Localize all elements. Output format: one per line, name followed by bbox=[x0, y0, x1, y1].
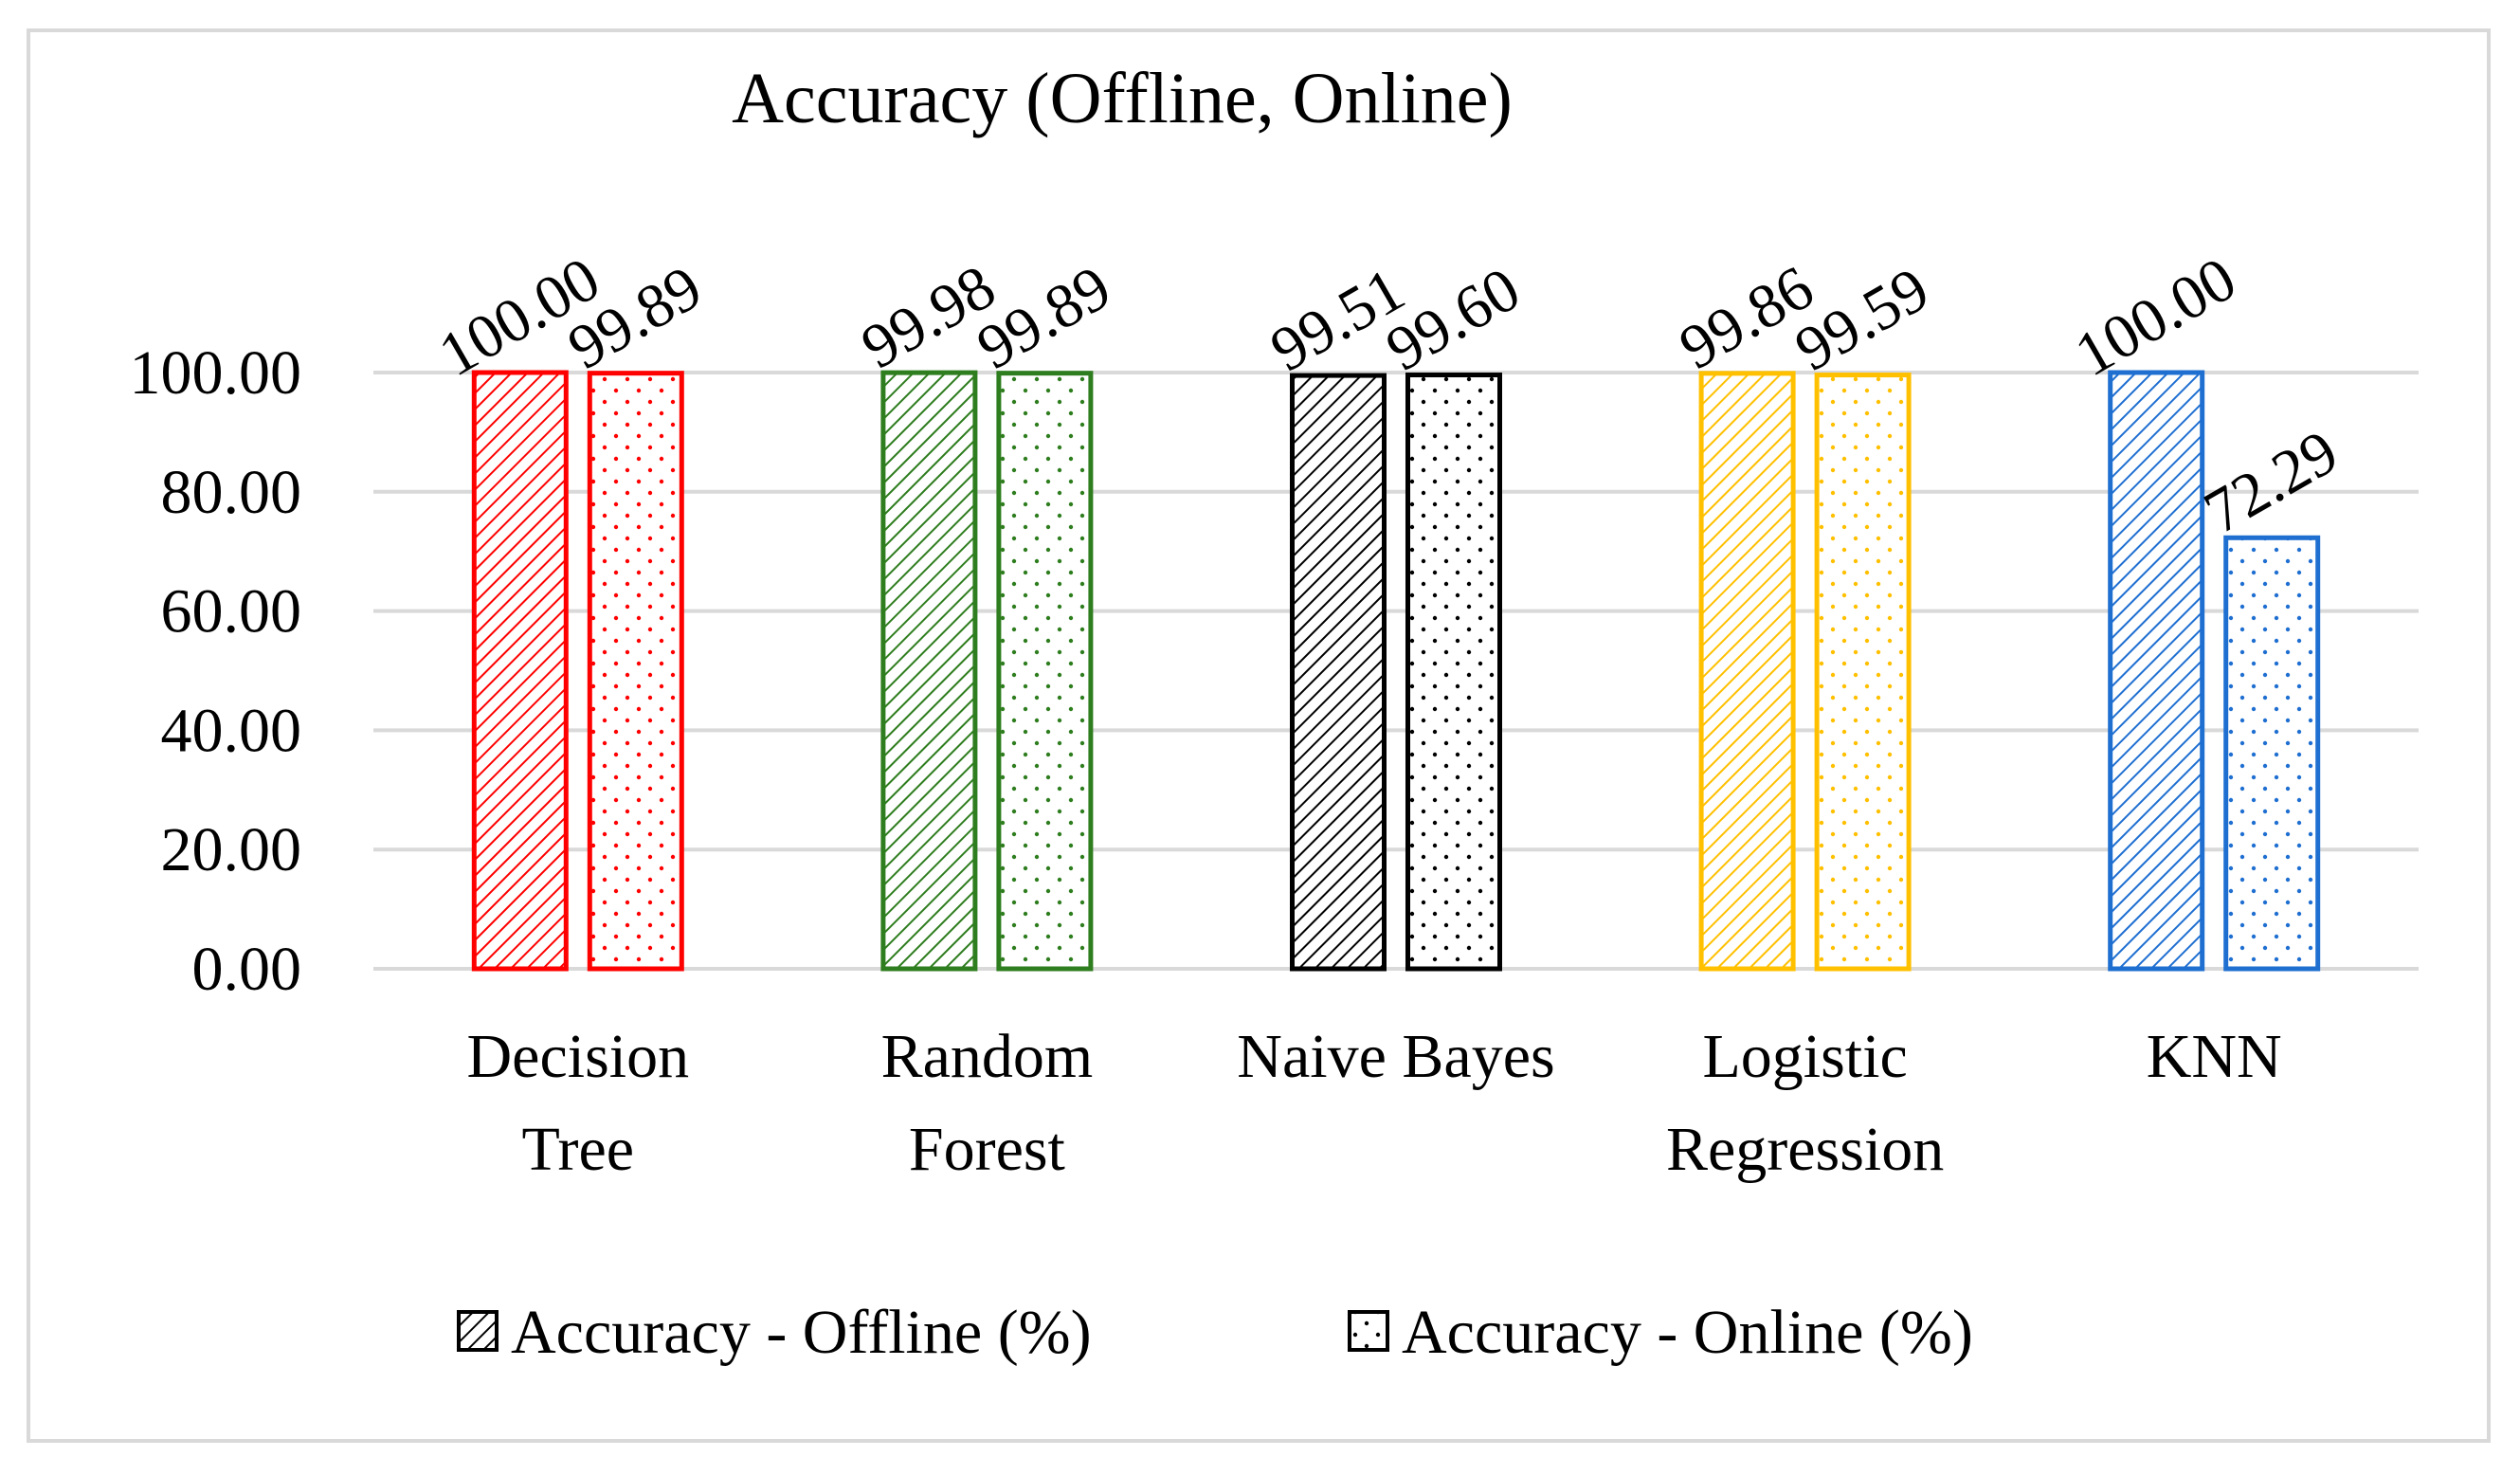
category-label: Decision bbox=[466, 1022, 689, 1091]
chart-title: Accuracy (Offline, Online) bbox=[732, 59, 1513, 138]
y-tick-label: 0.00 bbox=[192, 935, 302, 1004]
gridlines bbox=[373, 371, 2419, 971]
category-label: KNN bbox=[2147, 1022, 2282, 1091]
bar-online-1 bbox=[996, 371, 1094, 972]
y-tick-label: 60.00 bbox=[161, 577, 302, 646]
legend-label: Accuracy - Online (%) bbox=[1402, 1298, 1973, 1367]
legend-item-online: Accuracy - Online (%) bbox=[1348, 1298, 1973, 1367]
bar-offline-4 bbox=[2108, 370, 2205, 972]
y-tick-label: 100.00 bbox=[130, 338, 302, 408]
category-label: Naive Bayes bbox=[1237, 1022, 1554, 1091]
category-label: Logistic bbox=[1702, 1022, 1907, 1091]
data-label-online-3: 99.59 bbox=[1784, 254, 1940, 384]
legend-swatch bbox=[1348, 1310, 1389, 1352]
y-tick-label: 80.00 bbox=[161, 458, 302, 527]
bar-offline-2 bbox=[1290, 373, 1387, 972]
chart-frame: Accuracy (Offline, Online) 0.00 20.00 40.0… bbox=[27, 28, 2491, 1443]
bar-offline-1 bbox=[880, 370, 978, 972]
data-label-online-2: 99.60 bbox=[1375, 254, 1532, 384]
bar-offline-0 bbox=[471, 370, 569, 972]
category-label: Random bbox=[881, 1022, 1094, 1091]
bar-online-4 bbox=[2223, 535, 2321, 972]
y-tick-label: 20.00 bbox=[161, 815, 302, 884]
data-label-online-4: 72.29 bbox=[2193, 417, 2349, 547]
bar-online-2 bbox=[1405, 373, 1502, 972]
legend-item-offline: Accuracy - Offline (%) bbox=[457, 1298, 1092, 1367]
bar-online-0 bbox=[587, 371, 684, 972]
bar-offline-3 bbox=[1698, 371, 1796, 972]
legend: Accuracy - Offline (%) Accuracy - Online … bbox=[457, 1298, 1973, 1367]
data-label-offline-4: 100.00 bbox=[2064, 244, 2248, 390]
category-label: Regression bbox=[1666, 1115, 1944, 1184]
y-tick-label: 40.00 bbox=[161, 696, 302, 765]
accuracy-chart: Accuracy (Offline, Online) 0.00 20.00 40.0… bbox=[130, 59, 2419, 1367]
x-axis-category-labels: Decision Tree Random Forest Naive Bayes Logis… bbox=[466, 1022, 2281, 1184]
category-label: Forest bbox=[909, 1115, 1065, 1184]
bars bbox=[471, 370, 2321, 972]
category-label: Tree bbox=[522, 1115, 635, 1184]
legend-label: Accuracy - Offline (%) bbox=[511, 1298, 1092, 1367]
y-axis-tick-labels: 0.00 20.00 40.00 60.00 80.00 100.00 bbox=[130, 338, 302, 1004]
legend-swatch bbox=[457, 1310, 499, 1352]
bar-online-3 bbox=[1814, 373, 1912, 972]
data-label-online-1: 99.89 bbox=[966, 252, 1122, 382]
